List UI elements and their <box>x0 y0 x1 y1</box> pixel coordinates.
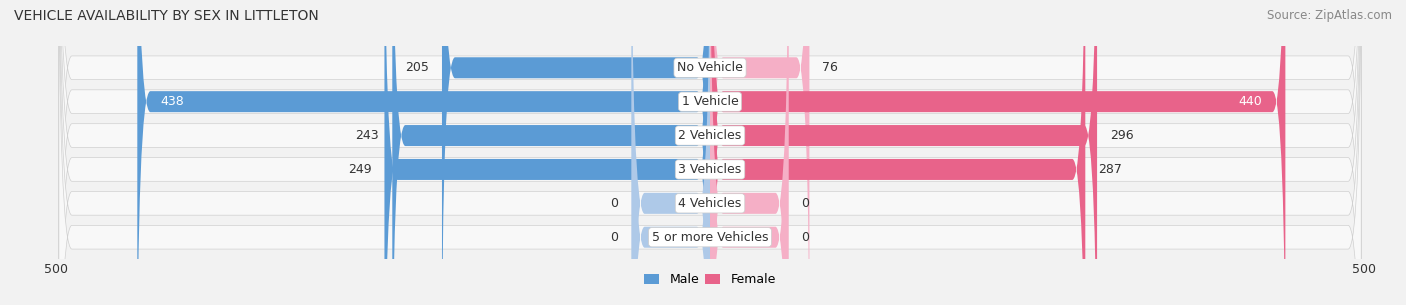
Text: 76: 76 <box>823 61 838 74</box>
Text: Source: ZipAtlas.com: Source: ZipAtlas.com <box>1267 9 1392 22</box>
Text: 249: 249 <box>347 163 371 176</box>
FancyBboxPatch shape <box>59 0 1361 305</box>
FancyBboxPatch shape <box>59 0 1361 305</box>
Text: 4 Vehicles: 4 Vehicles <box>679 197 741 210</box>
Text: 296: 296 <box>1111 129 1133 142</box>
Text: 5 or more Vehicles: 5 or more Vehicles <box>652 231 768 244</box>
FancyBboxPatch shape <box>59 0 1361 305</box>
FancyBboxPatch shape <box>710 0 1285 305</box>
Text: 287: 287 <box>1098 163 1122 176</box>
Text: 205: 205 <box>405 61 429 74</box>
FancyBboxPatch shape <box>384 0 710 305</box>
FancyBboxPatch shape <box>710 0 789 305</box>
Legend: Male, Female: Male, Female <box>640 268 780 292</box>
FancyBboxPatch shape <box>59 0 1361 305</box>
Text: 438: 438 <box>160 95 184 108</box>
FancyBboxPatch shape <box>392 0 710 305</box>
Text: 243: 243 <box>356 129 380 142</box>
Text: 1 Vehicle: 1 Vehicle <box>682 95 738 108</box>
FancyBboxPatch shape <box>138 0 710 305</box>
FancyBboxPatch shape <box>710 0 810 305</box>
Text: 0: 0 <box>801 197 810 210</box>
FancyBboxPatch shape <box>59 0 1361 305</box>
Text: 0: 0 <box>801 231 810 244</box>
FancyBboxPatch shape <box>710 0 789 305</box>
Text: 0: 0 <box>610 231 619 244</box>
Text: VEHICLE AVAILABILITY BY SEX IN LITTLETON: VEHICLE AVAILABILITY BY SEX IN LITTLETON <box>14 9 319 23</box>
FancyBboxPatch shape <box>710 0 1085 305</box>
Text: No Vehicle: No Vehicle <box>678 61 742 74</box>
Text: 0: 0 <box>610 197 619 210</box>
Text: 2 Vehicles: 2 Vehicles <box>679 129 741 142</box>
Text: 440: 440 <box>1239 95 1261 108</box>
FancyBboxPatch shape <box>631 0 710 305</box>
FancyBboxPatch shape <box>59 0 1361 305</box>
Text: 3 Vehicles: 3 Vehicles <box>679 163 741 176</box>
FancyBboxPatch shape <box>710 0 1097 305</box>
FancyBboxPatch shape <box>631 0 710 305</box>
FancyBboxPatch shape <box>441 0 710 305</box>
